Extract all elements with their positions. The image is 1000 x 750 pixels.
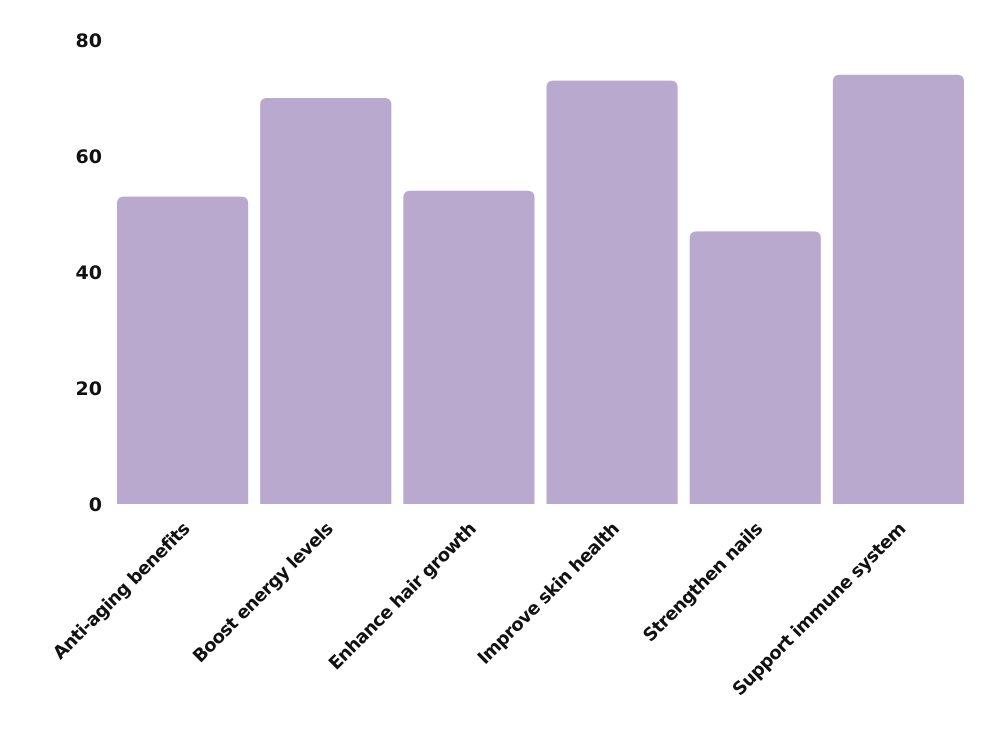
bar-boost-energy-levels	[260, 98, 392, 504]
bars-group	[117, 74, 964, 505]
y-tick-label: 40	[76, 262, 102, 284]
bar-improve-skin-health	[546, 80, 678, 504]
y-axis: 0 20 40 60 80	[76, 30, 102, 516]
bar-anti-aging-benefits	[117, 196, 249, 504]
bar-support-immune-system	[832, 74, 964, 505]
x-tick-label: Support immune system	[729, 519, 910, 700]
x-tick-label: Improve skin health	[474, 519, 624, 669]
bar-strengthen-nails	[689, 231, 821, 504]
y-tick-label: 0	[89, 494, 102, 516]
y-tick-label: 20	[76, 378, 102, 400]
y-tick-label: 60	[76, 146, 102, 168]
bar-enhance-hair-growth	[403, 190, 535, 505]
x-tick-label: Anti-aging benefits	[49, 519, 194, 664]
x-tick-label: Strengthen nails	[639, 519, 767, 647]
y-tick-label: 80	[76, 30, 102, 52]
x-tick-label: Boost energy levels	[189, 519, 337, 667]
x-tick-label: Enhance hair growth	[325, 519, 481, 675]
